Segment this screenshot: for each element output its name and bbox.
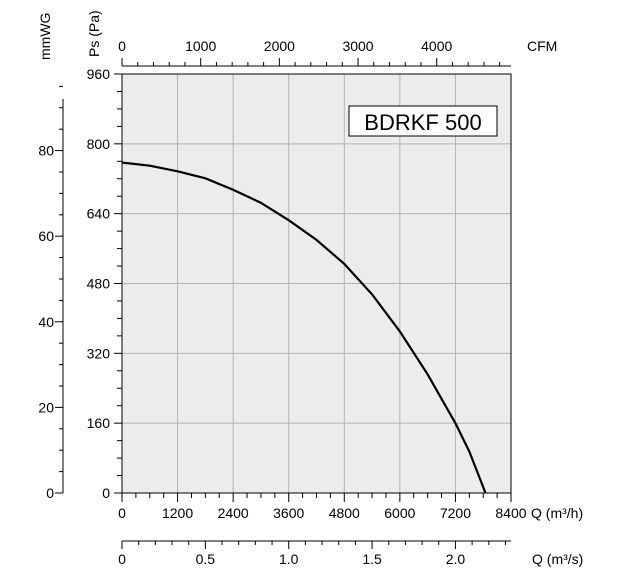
second-bottom-x-axis: 0 0.5 1.0 1.5 2.0 (118, 540, 511, 567)
x-tick-label: 8400 (495, 505, 526, 521)
y-tick-label: 320 (87, 345, 111, 361)
y-tick-label: 480 (87, 276, 111, 292)
x-tick-label: 1200 (162, 505, 193, 521)
mmwg-tick-label: 0 (46, 485, 54, 501)
secondary-y-axis: 0 20 40 60 80 (38, 85, 64, 501)
x-tick-label: 3600 (273, 505, 304, 521)
cfm-tick-label: 0 (118, 38, 126, 54)
x-tick-label: 7200 (440, 505, 471, 521)
second-bottom-x-axis-label: Q (m³/s) (532, 551, 583, 567)
y-tick-label: 960 (87, 66, 111, 82)
mmwg-tick-label: 60 (38, 228, 54, 244)
m3s-tick-label: 0 (118, 551, 126, 567)
cfm-tick-label: 4000 (421, 38, 452, 54)
mmwg-tick-label: 40 (38, 314, 54, 330)
cfm-tick-label: 3000 (342, 38, 373, 54)
y-tick-label: 640 (87, 206, 111, 222)
bottom-x-axis: 0 1200 2400 3600 4800 6000 7200 8400 (118, 493, 527, 521)
m3s-tick-label: 1.5 (362, 551, 382, 567)
secondary-y-axis-label: mmWG (37, 13, 53, 60)
mmwg-tick-label: 80 (38, 143, 54, 159)
cfm-tick-label: 2000 (264, 38, 295, 54)
y-tick-label: 160 (87, 415, 111, 431)
chart-title-box: BDRKF 500 (348, 105, 498, 137)
m3s-tick-label: 2.0 (446, 551, 466, 567)
cfm-tick-label: 1000 (185, 38, 216, 54)
m3s-tick-label: 0.5 (196, 551, 216, 567)
chart-title: BDRKF 500 (364, 110, 481, 135)
grid (122, 74, 511, 493)
m3s-tick-label: 1.0 (279, 551, 299, 567)
y-tick-label: 800 (87, 136, 111, 152)
bottom-x-axis-label: Q (m³/h) (531, 505, 583, 521)
performance-curve (121, 161, 487, 494)
primary-y-axis-label: Ps (Pa) (86, 10, 102, 57)
y-tick-label: 0 (102, 485, 110, 501)
x-tick-label: 4800 (329, 505, 360, 521)
x-tick-label: 2400 (218, 505, 249, 521)
x-tick-label: 6000 (384, 505, 415, 521)
top-x-axis-label: CFM (527, 38, 557, 54)
primary-y-axis: 0 160 320 480 640 800 960 (87, 66, 122, 501)
mmwg-tick-label: 20 (38, 399, 54, 415)
top-x-axis: 0 1000 2000 3000 4000 (118, 38, 511, 67)
x-tick-label: 0 (118, 505, 126, 521)
